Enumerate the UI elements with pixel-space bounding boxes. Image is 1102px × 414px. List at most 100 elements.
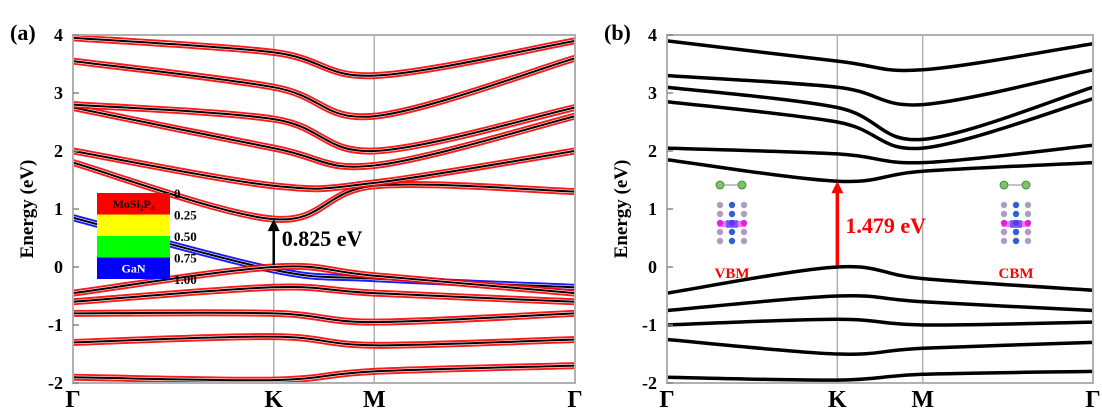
y-tick-label: -2	[48, 373, 63, 393]
x-tick-label: Γ	[1085, 387, 1100, 409]
band-line	[667, 39, 1093, 73]
band-line	[73, 103, 575, 153]
y-tick-label: -2	[642, 373, 657, 393]
y-tick-label: 1	[648, 199, 657, 219]
colorbar-segment-label: MoSi₂P₄	[113, 197, 155, 211]
charge-density-icon	[726, 220, 738, 228]
y-tick-label: 3	[648, 83, 657, 103]
y-axis-label: Energy (eV)	[17, 160, 38, 259]
colorbar-segment	[97, 214, 170, 236]
atom-icon	[1000, 210, 1008, 218]
atom-icon	[1012, 228, 1020, 236]
band-line	[73, 364, 575, 382]
atom-icon	[740, 201, 748, 209]
colorbar-segment	[97, 236, 170, 258]
colorbar-segment	[97, 257, 170, 279]
atom-icon	[716, 201, 724, 209]
structure-inset-icon	[999, 180, 1032, 245]
atom-icon	[737, 180, 747, 190]
y-tick-label: 3	[54, 83, 63, 103]
inset-label: VBM	[715, 266, 750, 282]
colorbar-tick-label: 0.50	[174, 229, 197, 244]
colorbar-segment	[97, 193, 170, 215]
atom-icon	[1000, 228, 1008, 236]
band-line	[667, 85, 1093, 142]
x-tick-label: Γ	[567, 387, 582, 409]
atom-icon	[716, 237, 724, 245]
x-tick-label: M	[363, 387, 386, 409]
structure-inset-icon	[715, 180, 748, 245]
band-line	[73, 265, 575, 295]
atom-icon	[1000, 201, 1008, 209]
panel-label: (b)	[604, 20, 631, 45]
atom-icon	[1024, 228, 1032, 236]
bands-group	[73, 35, 575, 383]
y-tick-label: -1	[48, 315, 63, 335]
band-gap-arrow-head	[267, 219, 280, 232]
y-tick-label: 0	[648, 257, 657, 277]
band-line	[667, 68, 1093, 107]
atom-icon	[1012, 237, 1020, 245]
atom-icon	[728, 237, 736, 245]
atom-icon	[1021, 180, 1031, 190]
band-line	[73, 57, 575, 118]
band-line	[667, 369, 1093, 382]
colorbar-segment-label: GaN	[122, 262, 146, 276]
y-tick-label: 0	[54, 257, 63, 277]
charge-density-icon	[1010, 220, 1022, 228]
panel-a: -2 -1 0 1 2 3 4 Γ K M Γ Energy (eV) (a) 0.825 eV MoSi₂…	[10, 20, 583, 413]
atom-icon	[999, 180, 1009, 190]
bands-group	[667, 39, 1093, 382]
x-tick-label: Γ	[659, 387, 674, 409]
x-tick-label: K	[264, 387, 283, 409]
x-tick-label: M	[911, 387, 934, 409]
band-line	[667, 157, 1093, 184]
projected-band-halo	[73, 147, 575, 193]
band-line	[73, 106, 575, 168]
atom-icon	[716, 210, 724, 218]
band-line	[73, 161, 575, 221]
atom-icon	[1024, 210, 1032, 218]
y-tick-label: 2	[648, 141, 657, 161]
band-line	[73, 36, 575, 77]
band-line	[667, 294, 1093, 313]
x-tick-label: K	[828, 387, 847, 409]
x-tick-label: Γ	[65, 387, 80, 409]
band-line	[73, 311, 575, 324]
y-tick-label: 1	[54, 199, 63, 219]
band-gap-label: 0.825 eV	[282, 226, 363, 251]
band-gap-arrow-head	[831, 181, 844, 194]
atom-icon	[728, 228, 736, 236]
band-line	[667, 337, 1093, 356]
band-line	[73, 150, 575, 190]
colorbar-tick-label: 1.00	[174, 272, 197, 287]
atom-icon	[716, 228, 724, 236]
band-line	[667, 264, 1093, 295]
colorbar-tick-label: 0.25	[174, 208, 197, 223]
panel-b: -2 -1 0 1 2 3 4 Γ K M Γ Energy (eV) (b) 1.479 eV VBM CB…	[604, 20, 1101, 413]
atom-icon	[740, 210, 748, 218]
y-tick-label: -1	[642, 315, 657, 335]
band-line	[667, 317, 1093, 327]
inset-label: CBM	[999, 266, 1034, 282]
panel-label: (a)	[10, 20, 36, 45]
y-tick-label: 4	[648, 25, 657, 45]
atom-icon	[1024, 201, 1032, 209]
colorbar-tick-label: 0	[174, 186, 181, 201]
band-line	[667, 143, 1093, 165]
atom-icon	[740, 228, 748, 236]
band-gap-label: 1.479 eV	[845, 213, 926, 238]
band-line	[667, 97, 1093, 151]
atom-icon	[1024, 237, 1032, 245]
atom-icon	[728, 201, 736, 209]
y-axis-label: Energy (eV)	[611, 160, 632, 259]
y-tick-label: 4	[54, 25, 63, 45]
band-line	[73, 335, 575, 347]
atom-icon	[1000, 237, 1008, 245]
band-line	[73, 286, 575, 303]
atom-icon	[740, 237, 748, 245]
atom-icon	[1012, 201, 1020, 209]
y-tick-label: 2	[54, 141, 63, 161]
